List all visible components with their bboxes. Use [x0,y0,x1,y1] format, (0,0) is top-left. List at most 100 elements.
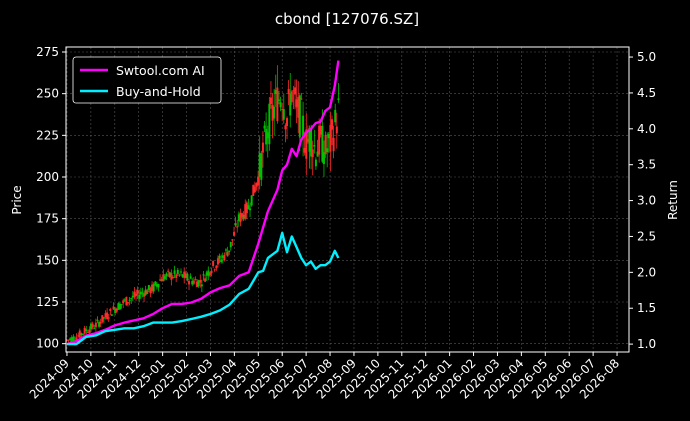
candle-body [223,255,226,261]
candle-body [297,96,300,118]
candle-body [286,118,289,126]
candle-body [85,329,88,332]
candle-body [276,87,279,122]
candle-body [154,281,157,286]
candle-body [319,125,322,135]
candle-body [126,302,129,304]
candle-body [175,274,178,278]
candle-body [196,281,199,288]
candle-body [273,106,276,119]
candle-body [302,115,305,138]
candle-body [316,151,319,157]
candle-body [226,251,229,257]
candle-body [65,339,68,341]
candle-body [330,119,333,130]
legend-box [72,56,222,104]
candle-body [151,284,154,292]
candle-body [67,339,70,341]
candle-body [261,142,264,153]
candle-body [244,204,247,219]
candle-body [91,323,94,328]
candle-body [70,337,73,343]
candle-body [250,195,253,206]
candle-body [130,298,133,300]
candle-body [165,273,168,277]
candle-body [99,321,102,324]
candle-body [139,291,142,295]
candle-body [260,153,263,180]
y-tick-label: 100 [36,337,59,351]
candle-body [184,273,187,279]
candlesticks [65,65,340,346]
candle-body [284,125,287,130]
candle-body [171,277,174,279]
candle-body [88,329,91,333]
candle-body [268,103,271,145]
candle-body [247,205,250,209]
candle-body [205,272,208,276]
candle-body [313,145,316,147]
candle-body [159,279,162,281]
candle-body [181,274,184,278]
candle-body [224,249,227,251]
candle-body [133,291,136,298]
candle-body [281,108,284,110]
candle-body [136,289,139,295]
candle-body [160,279,163,282]
candle-body [207,270,210,276]
candle-body [294,87,297,95]
candle-body [300,98,303,100]
y-tick-label: 150 [36,253,59,267]
y2-tick-label: 5.0 [637,50,656,64]
candle-body [233,232,236,236]
candle-body [147,285,150,290]
candle-body [157,283,160,288]
candle-body [149,287,152,294]
candle-body [229,241,232,248]
candle-body [162,274,165,282]
candle-body [120,304,123,306]
candle-body [314,159,317,167]
candle-body [241,213,244,218]
candle-body [287,88,290,95]
candle-body [188,280,191,285]
candle-body [96,319,99,321]
candle-body [327,134,330,139]
candle-body [236,226,239,228]
candle-body [255,183,258,187]
candle-body [234,223,237,226]
candle-body [192,280,195,284]
candle-body [289,93,292,116]
candle-body [101,315,104,322]
candle-body [279,102,282,108]
y2-tick-label: 3.5 [637,158,656,172]
candle-body [122,300,125,304]
candle-body [202,274,205,276]
candle-body [75,337,78,341]
candle-body [277,99,280,101]
candle-body [321,125,324,162]
candle-body [167,270,170,272]
candle-body [216,258,219,265]
candle-body [204,278,207,282]
y-tick-label: 225 [36,128,59,142]
candle-body [332,137,335,152]
candle-body [237,214,240,221]
series-line-swtool [66,60,340,346]
candle-body [295,99,298,108]
right-axis: 1.0 1.5 2.0 2.5 3.0 3.5 4.0 4.5 5.0 [629,50,656,351]
y-tick-label: 200 [36,170,59,184]
candle-body [199,279,202,283]
candle-body [189,276,192,279]
candle-body [141,292,144,294]
candle-body [274,89,277,94]
candle-body [173,270,176,274]
candle-body [326,148,329,153]
series-line-buy-and-hold [67,231,340,346]
candle-body [110,314,113,316]
candle-body [179,271,182,273]
candle-body [109,308,112,311]
candle-body [282,109,285,120]
y2-axis-title: Return [666,180,680,220]
